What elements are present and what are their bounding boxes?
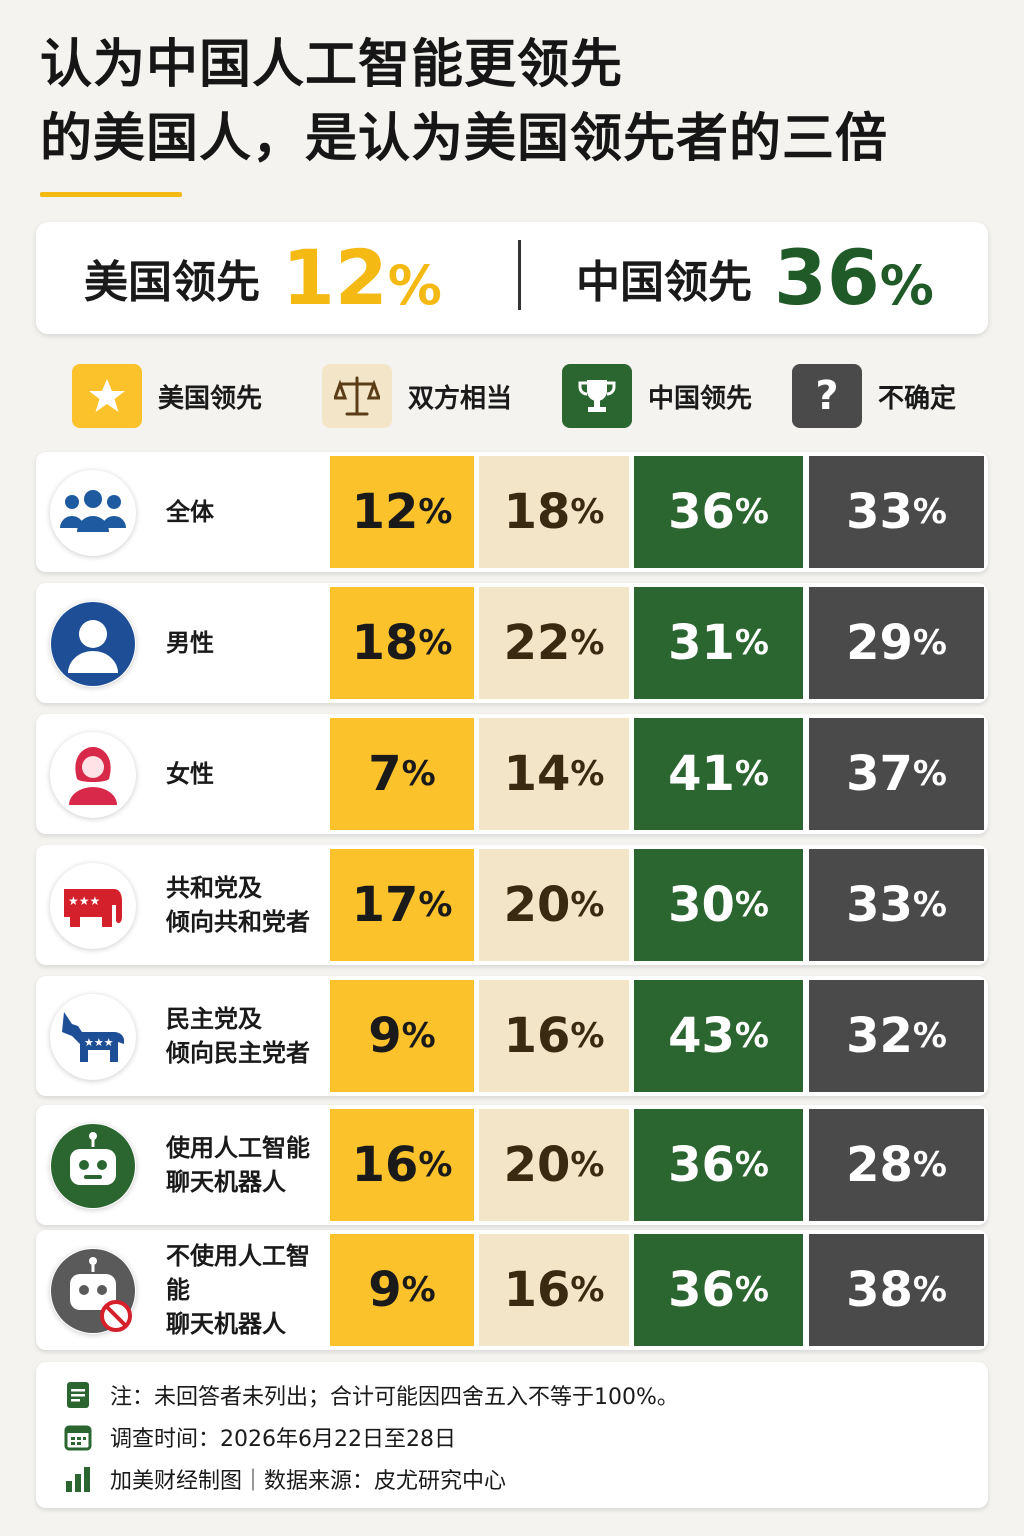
legend-label: 双方相当 <box>408 383 513 414</box>
legend-item-us: 美国领先 <box>72 364 262 428</box>
cell-unsure: 32% <box>809 980 984 1092</box>
legend-label: 中国领先 <box>648 383 753 414</box>
cell-equal: 16% <box>479 980 629 1092</box>
cell-cn-lead: 36% <box>634 1109 803 1221</box>
row-label: 不使用人工智能 聊天机器人 <box>166 1242 310 1338</box>
footer-source-text: 加美财经制图｜数据来源：皮尤研究中心 <box>110 1469 507 1494</box>
legend-label: 不确定 <box>878 383 957 414</box>
row-label: 共和党及 倾向共和党者 <box>166 874 310 936</box>
cell-cn-lead: 43% <box>634 980 803 1092</box>
table-row: ★★★ 民主党及 倾向民主党者 9% 16% 43% 32% <box>36 976 988 1096</box>
scale-icon <box>322 364 392 428</box>
document-icon <box>64 1380 92 1410</box>
row-label: 全体 <box>166 498 214 526</box>
female-icon <box>50 732 136 818</box>
cell-cn-lead: 30% <box>634 849 803 961</box>
cell-equal: 22% <box>479 587 629 699</box>
cell-us-lead: 18% <box>330 587 474 699</box>
footer-date: 调查时间：2026年6月22日至28日 <box>64 1420 456 1454</box>
cell-cn-lead: 31% <box>634 587 803 699</box>
legend: 美国领先 双方相当 中国领先 ? 不确定 <box>0 364 1024 428</box>
svg-text:★★★: ★★★ <box>68 894 100 908</box>
cell-unsure: 37% <box>809 718 984 830</box>
cell-cn-lead: 36% <box>634 1234 803 1346</box>
cell-us-lead: 7% <box>330 718 474 830</box>
cell-cn-lead: 41% <box>634 718 803 830</box>
legend-label: 美国领先 <box>158 383 263 414</box>
question-icon: ? <box>792 364 862 428</box>
robot-no-icon <box>50 1248 136 1334</box>
elephant-icon: ★★★ <box>50 863 136 949</box>
cell-us-lead: 12% <box>330 456 474 568</box>
footer-source: 加美财经制图｜数据来源：皮尤研究中心 <box>64 1462 506 1496</box>
footer-note-text: 注：未回答者未列出；合计可能因四舍五入不等于100%。 <box>110 1385 679 1410</box>
legend-item-cn: 中国领先 <box>562 364 752 428</box>
summary-cn-label: 中国领先 <box>576 257 752 308</box>
table-row: 男性 18% 22% 31% 29% <box>36 583 988 703</box>
cell-us-lead: 9% <box>330 1234 474 1346</box>
bar-chart-icon <box>64 1464 92 1494</box>
table-row: 女性 7% 14% 41% 37% <box>36 714 988 834</box>
summary-panel: 美国领先 12% 中国领先 36% <box>36 222 988 334</box>
summary-us-label: 美国领先 <box>84 257 260 308</box>
calendar-icon <box>64 1422 92 1452</box>
footer-date-text: 调查时间：2026年6月22日至28日 <box>110 1427 456 1452</box>
page-title: 认为中国人工智能更领先 的美国人，是认为美国领先者的三倍 <box>40 28 1000 176</box>
svg-text:★★★: ★★★ <box>84 1036 114 1049</box>
cell-unsure: 28% <box>809 1109 984 1221</box>
donkey-icon: ★★★ <box>50 994 136 1080</box>
cell-cn-lead: 36% <box>634 456 803 568</box>
table-row: ★★★ 共和党及 倾向共和党者 17% 20% 30% 33% <box>36 845 988 965</box>
cell-equal: 20% <box>479 849 629 961</box>
table-row: 使用人工智能 聊天机器人 16% 20% 36% 28% <box>36 1105 988 1225</box>
cell-equal: 18% <box>479 456 629 568</box>
summary-divider <box>518 240 521 310</box>
table-row: 不使用人工智能 聊天机器人 9% 16% 36% 38% <box>36 1230 988 1350</box>
title-underline <box>40 192 182 197</box>
cell-equal: 20% <box>479 1109 629 1221</box>
cell-equal: 14% <box>479 718 629 830</box>
cell-unsure: 38% <box>809 1234 984 1346</box>
cell-equal: 16% <box>479 1234 629 1346</box>
title-line-2: 的美国人，是认为美国领先者的三倍 <box>40 109 889 169</box>
robot-icon <box>50 1123 136 1209</box>
cell-us-lead: 17% <box>330 849 474 961</box>
cell-us-lead: 16% <box>330 1109 474 1221</box>
summary-cn-value: 36% <box>774 233 934 322</box>
legend-item-equal: 双方相当 <box>322 364 512 428</box>
title-line-1: 认为中国人工智能更领先 <box>40 35 624 95</box>
cell-unsure: 33% <box>809 456 984 568</box>
cell-us-lead: 9% <box>330 980 474 1092</box>
legend-item-unsure: ? 不确定 <box>792 364 956 428</box>
trophy-icon <box>562 364 632 428</box>
summary-us-value: 12% <box>282 233 442 322</box>
star-icon <box>72 364 142 428</box>
male-icon <box>50 601 136 687</box>
summary-us: 美国领先 12% <box>84 222 442 334</box>
row-label: 使用人工智能 聊天机器人 <box>166 1134 310 1196</box>
summary-cn: 中国领先 36% <box>576 222 934 334</box>
footer-notes: 注：未回答者未列出；合计可能因四舍五入不等于100%。 调查时间：2026年6月… <box>36 1362 988 1508</box>
cell-unsure: 33% <box>809 849 984 961</box>
row-label: 女性 <box>166 760 214 788</box>
group-icon <box>50 470 136 556</box>
row-label: 男性 <box>166 629 214 657</box>
row-label: 民主党及 倾向民主党者 <box>166 1005 310 1067</box>
footer-note: 注：未回答者未列出；合计可能因四舍五入不等于100%。 <box>64 1378 679 1412</box>
cell-unsure: 29% <box>809 587 984 699</box>
table-row: 全体 12% 18% 36% 33% <box>36 452 988 572</box>
